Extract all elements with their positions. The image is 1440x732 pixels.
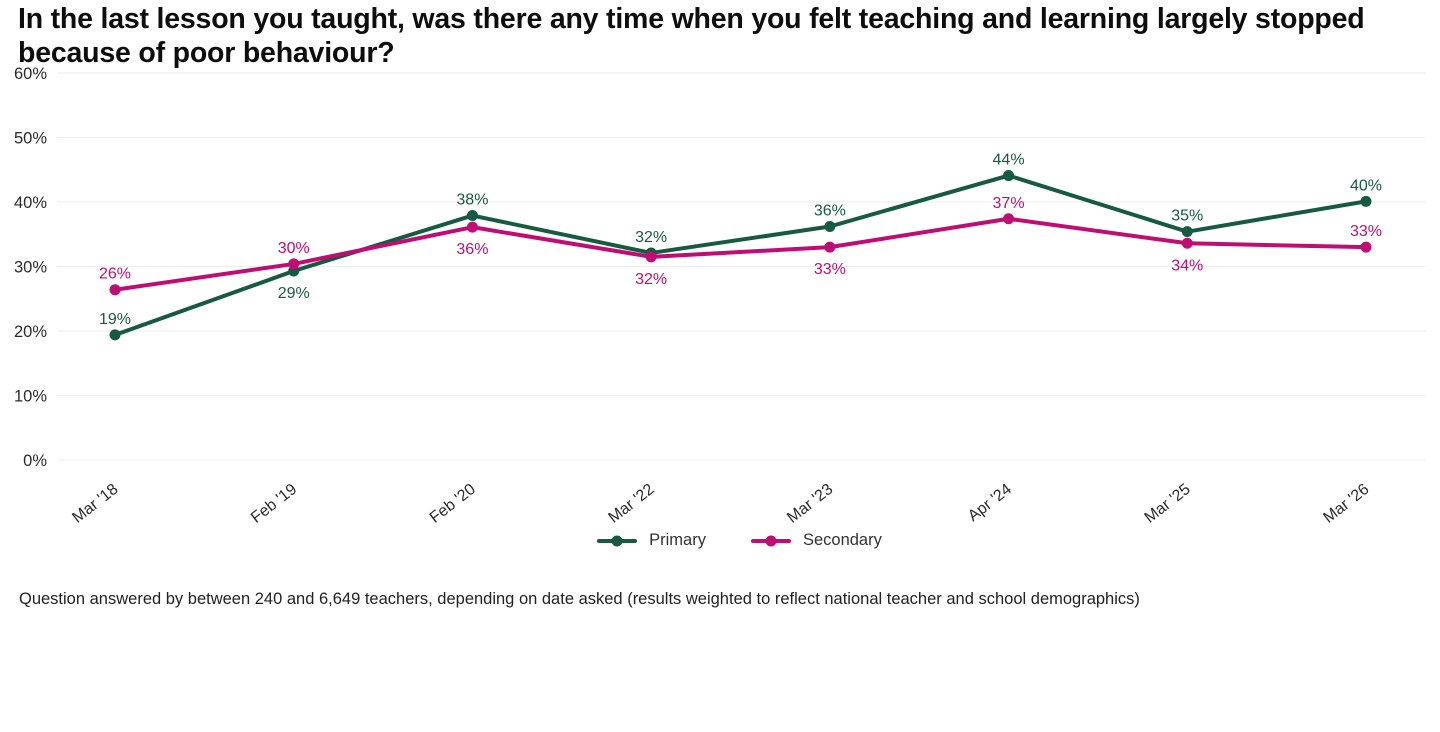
- y-axis-tick-label: 60%: [14, 65, 47, 83]
- data-label-secondary: 33%: [814, 261, 846, 278]
- y-axis-tick-label: 20%: [14, 323, 47, 341]
- legend-label-primary: Primary: [649, 531, 706, 549]
- x-axis-tick-label: Mar '22: [605, 481, 657, 525]
- data-point-secondary: [466, 221, 478, 233]
- x-axis-tick-label: Mar '26: [1320, 481, 1372, 525]
- data-label-primary: 29%: [278, 285, 310, 302]
- x-axis-tick-label: Feb '20: [427, 481, 479, 525]
- data-label-primary: 40%: [1350, 177, 1382, 194]
- data-point-secondary: [1360, 241, 1372, 253]
- data-point-primary: [466, 210, 478, 222]
- data-point-secondary: [824, 241, 836, 253]
- x-axis-tick-label: Mar '18: [69, 481, 121, 525]
- data-label-secondary: 32%: [635, 271, 667, 288]
- y-axis-tick-label: 40%: [14, 194, 47, 212]
- data-label-secondary: 37%: [993, 195, 1025, 212]
- legend-label-secondary: Secondary: [802, 531, 882, 549]
- data-point-secondary: [288, 258, 300, 270]
- x-axis-tick-label: Mar '23: [784, 481, 836, 525]
- y-axis-tick-label: 50%: [14, 130, 47, 148]
- legend-marker-secondary-icon: [750, 535, 791, 546]
- data-point-secondary: [1181, 237, 1193, 249]
- x-axis-tick-label: Apr '24: [965, 481, 1015, 525]
- data-label-primary: 36%: [814, 203, 846, 220]
- x-axis-tick-label: Mar '25: [1142, 481, 1194, 525]
- data-label-secondary: 30%: [278, 240, 310, 257]
- chart-footnote: Question answered by between 240 and 6,6…: [19, 590, 1140, 608]
- legend-item-secondary: Secondary: [750, 531, 882, 550]
- chart-title: In the last lesson you taught, was there…: [18, 3, 1365, 69]
- data-label-primary: 32%: [635, 229, 667, 246]
- chart-legend: Primary Secondary: [19, 531, 1440, 550]
- data-point-primary: [1181, 226, 1193, 238]
- data-label-primary: 44%: [993, 152, 1025, 169]
- legend-marker-primary-icon: [597, 535, 638, 546]
- data-point-secondary: [1003, 213, 1015, 225]
- y-axis-tick-label: 10%: [14, 388, 47, 406]
- data-label-secondary: 33%: [1350, 223, 1382, 240]
- data-label-secondary: 34%: [1171, 257, 1203, 274]
- data-label-primary: 38%: [456, 192, 488, 209]
- data-point-primary: [824, 221, 836, 233]
- data-label-secondary: 26%: [99, 266, 131, 283]
- data-point-primary: [1003, 170, 1015, 182]
- legend-item-primary: Primary: [596, 531, 706, 550]
- data-point-primary: [109, 329, 121, 341]
- behaviour-line-chart: 0% 10% 20% 30% 40% 50% 60% Mar '18 Feb '19 Feb '2…: [14, 65, 1426, 525]
- series-line-primary: [113, 173, 1368, 337]
- data-point-secondary: [109, 284, 121, 296]
- y-axis-tick-label: 30%: [14, 259, 47, 277]
- x-axis-tick-label: Feb '19: [248, 481, 300, 525]
- series-line-secondary: [113, 216, 1368, 292]
- data-point-secondary: [645, 251, 657, 263]
- data-label-primary: 19%: [99, 311, 131, 328]
- data-label-primary: 35%: [1171, 208, 1203, 225]
- y-axis-tick-label: 0%: [23, 452, 47, 470]
- data-point-primary: [1360, 195, 1372, 207]
- data-label-secondary: 36%: [456, 241, 488, 258]
